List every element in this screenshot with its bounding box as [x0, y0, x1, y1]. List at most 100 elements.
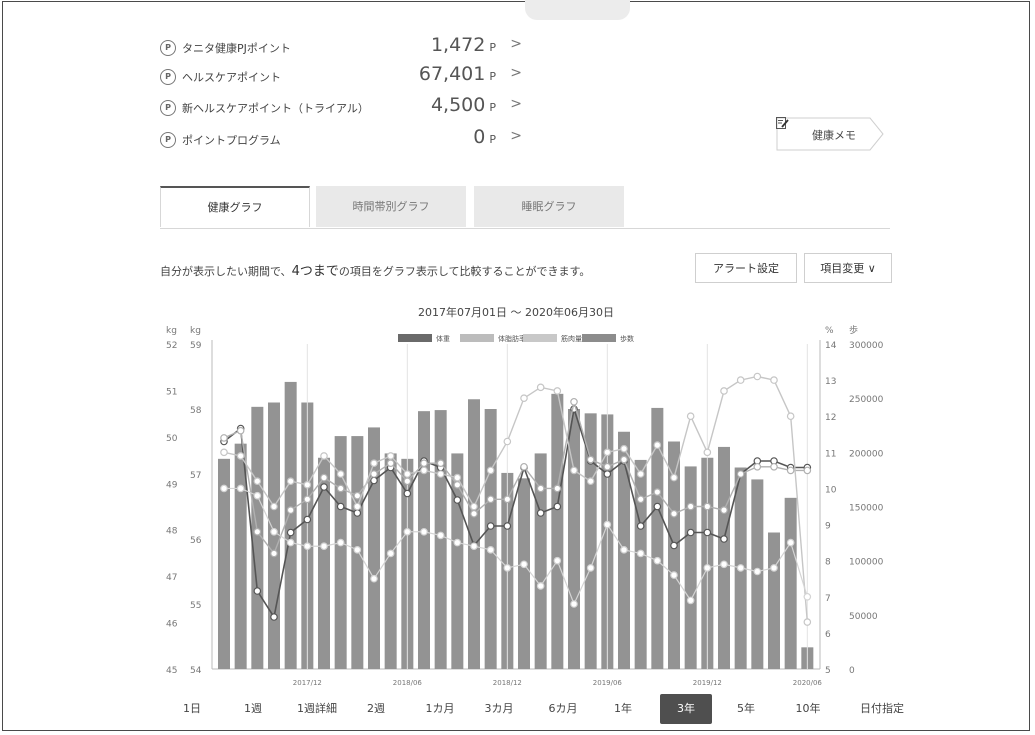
series-point: [703, 448, 712, 457]
range-6[interactable]: 3カ月: [484, 702, 514, 715]
range-1[interactable]: 1日: [183, 702, 201, 715]
series-point: [270, 527, 278, 536]
series-point: [686, 596, 695, 605]
health-memo-button[interactable]: 健康メモ: [776, 117, 884, 151]
axis-tick-right-outer: 150000: [849, 504, 884, 514]
tab-sleep-graph[interactable]: 睡眠グラフ: [474, 186, 624, 227]
range-5[interactable]: 1カ月: [425, 702, 455, 715]
series-point: [370, 476, 378, 485]
series-point: [336, 470, 345, 478]
series-point: [403, 477, 412, 486]
point-icon: P: [160, 132, 176, 148]
series-point: [703, 502, 712, 511]
point-icon: P: [160, 69, 176, 85]
series-point: [536, 484, 545, 493]
series-point: [753, 462, 762, 471]
series-point: [353, 546, 362, 554]
series-point: [703, 564, 712, 572]
series-point: [403, 527, 412, 536]
series-point: [220, 484, 228, 493]
series-point: [320, 452, 328, 460]
series-point: [603, 448, 612, 457]
top-tab-handle: [525, 0, 630, 20]
series-point: [286, 528, 295, 537]
series-point: [770, 564, 778, 572]
series-point: [720, 506, 728, 514]
series-point: [653, 441, 662, 449]
series-point: [386, 459, 395, 467]
series-point: [420, 466, 428, 475]
legend-label: 体重: [436, 334, 450, 343]
series-point: [653, 488, 662, 496]
bar-steps: [334, 436, 347, 669]
bar-steps: [268, 402, 280, 669]
axis-tick-left-inner: 55: [190, 601, 201, 611]
bar-steps: [518, 478, 530, 669]
axis-tick-right-inner: 10: [825, 485, 837, 495]
series-point: [753, 567, 762, 576]
series-point: [336, 484, 345, 493]
bar-steps: [234, 443, 247, 669]
memo-button-shape: [776, 117, 884, 151]
series-point: [486, 522, 495, 530]
series-point: [303, 481, 312, 489]
chevron-down-icon: ∨: [867, 262, 876, 275]
axis-tick-left-inner: 54: [190, 666, 202, 676]
series-point: [803, 466, 812, 475]
tab-time-graph[interactable]: 時間帯別グラフ: [316, 186, 466, 227]
series-point: [470, 502, 478, 511]
series-point: [803, 618, 812, 626]
series-point: [703, 528, 712, 537]
series-point: [586, 455, 595, 464]
axis-tick-left-inner: 58: [190, 406, 202, 416]
series-point: [303, 495, 312, 504]
series-point: [320, 542, 328, 551]
series-point: [553, 502, 562, 511]
range-8[interactable]: 1年: [614, 702, 632, 715]
series-point: [436, 470, 445, 478]
point-row-healthcare[interactable]: P ヘルスケアポイント 67,401 P >: [160, 63, 540, 87]
axis-tick-left-outer: 46: [166, 620, 178, 630]
series-point: [736, 564, 745, 572]
axis-tick-left-outer: 50: [166, 434, 178, 444]
series-point: [436, 459, 445, 467]
alert-settings-button[interactable]: アラート設定: [695, 253, 797, 283]
range-12[interactable]: 日付指定: [860, 702, 904, 715]
point-row-tanita[interactable]: P タニタ健康PJポイント 1,472 P >: [160, 34, 540, 58]
series-point: [536, 509, 545, 517]
series-point: [503, 522, 512, 530]
range-3[interactable]: 1週詳細: [297, 702, 337, 715]
chevron-right-icon: >: [510, 36, 522, 52]
axis-tick-right-inner: 6: [825, 630, 831, 640]
point-row-new-healthcare[interactable]: P 新ヘルスケアポイント（トライアル） 4,500 P >: [160, 94, 540, 118]
x-tick-label: 2019/12: [693, 679, 722, 687]
series-point: [520, 462, 528, 471]
axis-tick-right-inner: 7: [825, 594, 831, 604]
series-point: [420, 459, 428, 467]
series-point: [553, 556, 562, 565]
series-point: [770, 462, 778, 471]
axis-tick-right-inner: 13: [825, 377, 836, 387]
series-point: [653, 502, 662, 511]
range-9[interactable]: 3年: [660, 694, 712, 724]
series-point: [353, 502, 362, 511]
graph-description: 自分が表示したい期間で、4つまでの項目をグラフ表示して比較することができます。: [160, 264, 591, 279]
range-selector: 1日 1週 1週詳細 2週 1カ月 3カ月 6カ月 1年 3年 5年 10年 日付指定: [160, 694, 904, 724]
series-point: [253, 491, 262, 500]
range-10[interactable]: 5年: [737, 702, 755, 715]
series-point: [636, 522, 645, 530]
item-change-button[interactable]: 項目変更 ∨: [804, 253, 892, 283]
bar-steps: [584, 413, 597, 669]
series-point: [220, 434, 228, 442]
range-2[interactable]: 1週: [244, 702, 262, 715]
series-point: [253, 477, 262, 486]
series-point: [236, 452, 245, 460]
memo-pencil-icon: [776, 117, 789, 129]
tab-health-graph[interactable]: 健康グラフ: [160, 186, 310, 227]
range-11[interactable]: 10年: [795, 702, 821, 715]
range-7[interactable]: 6カ月: [548, 702, 578, 715]
range-4[interactable]: 2週: [367, 702, 385, 715]
series-point: [353, 509, 362, 517]
axis-tick-left-inner: 57: [190, 471, 201, 481]
